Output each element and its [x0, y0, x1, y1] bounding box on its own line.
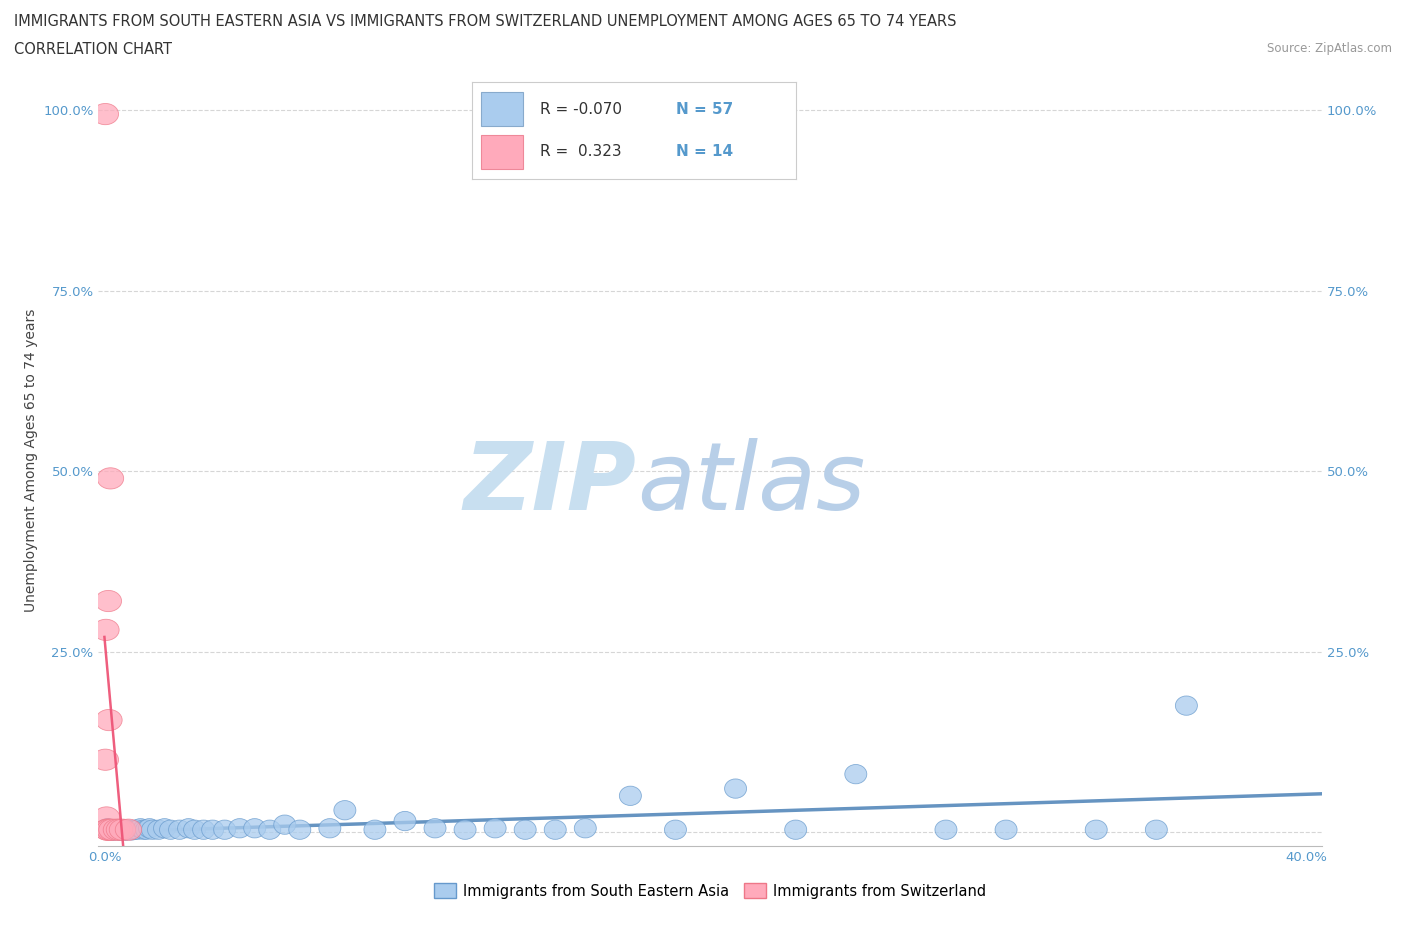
Ellipse shape: [114, 821, 136, 840]
Ellipse shape: [169, 820, 191, 840]
Ellipse shape: [124, 820, 145, 840]
Ellipse shape: [243, 818, 266, 838]
Ellipse shape: [333, 801, 356, 820]
Ellipse shape: [1146, 820, 1167, 840]
Ellipse shape: [105, 820, 128, 840]
Ellipse shape: [111, 820, 134, 840]
Legend: Immigrants from South Eastern Asia, Immigrants from Switzerland: Immigrants from South Eastern Asia, Immi…: [427, 878, 993, 905]
Ellipse shape: [97, 818, 118, 838]
Ellipse shape: [111, 820, 134, 840]
Ellipse shape: [544, 820, 567, 840]
Text: atlas: atlas: [637, 438, 865, 529]
Ellipse shape: [193, 820, 215, 840]
Ellipse shape: [995, 820, 1017, 840]
Ellipse shape: [100, 820, 121, 840]
Text: ZIP: ZIP: [464, 437, 637, 529]
Ellipse shape: [103, 821, 125, 840]
Ellipse shape: [288, 820, 311, 840]
Ellipse shape: [96, 591, 121, 612]
Ellipse shape: [97, 468, 124, 489]
Ellipse shape: [110, 819, 135, 841]
Ellipse shape: [93, 103, 118, 125]
Ellipse shape: [184, 820, 205, 840]
Ellipse shape: [107, 819, 132, 841]
Ellipse shape: [515, 820, 536, 840]
Ellipse shape: [97, 818, 118, 838]
Ellipse shape: [665, 820, 686, 840]
Ellipse shape: [148, 820, 170, 840]
Ellipse shape: [118, 820, 139, 840]
Text: Source: ZipAtlas.com: Source: ZipAtlas.com: [1267, 42, 1392, 55]
Ellipse shape: [229, 818, 250, 838]
Ellipse shape: [153, 818, 176, 838]
Ellipse shape: [98, 819, 125, 841]
Ellipse shape: [108, 821, 131, 840]
Ellipse shape: [103, 821, 125, 840]
Ellipse shape: [93, 750, 118, 770]
Ellipse shape: [115, 819, 142, 841]
Ellipse shape: [620, 786, 641, 805]
Ellipse shape: [425, 818, 446, 838]
Ellipse shape: [127, 820, 149, 840]
Ellipse shape: [364, 820, 385, 840]
Text: CORRELATION CHART: CORRELATION CHART: [14, 42, 172, 57]
Ellipse shape: [454, 820, 477, 840]
Ellipse shape: [105, 820, 128, 840]
Ellipse shape: [142, 820, 163, 840]
Text: IMMIGRANTS FROM SOUTH EASTERN ASIA VS IMMIGRANTS FROM SWITZERLAND UNEMPLOYMENT A: IMMIGRANTS FROM SOUTH EASTERN ASIA VS IM…: [14, 14, 956, 29]
Ellipse shape: [785, 820, 807, 840]
Ellipse shape: [103, 819, 129, 841]
Ellipse shape: [96, 710, 122, 731]
Ellipse shape: [214, 820, 236, 840]
Ellipse shape: [1085, 820, 1108, 840]
Ellipse shape: [132, 820, 155, 840]
Ellipse shape: [100, 820, 121, 840]
Ellipse shape: [845, 764, 868, 784]
Ellipse shape: [274, 815, 295, 834]
Ellipse shape: [319, 818, 340, 838]
Ellipse shape: [108, 821, 131, 840]
Ellipse shape: [121, 821, 142, 840]
Ellipse shape: [394, 811, 416, 830]
Ellipse shape: [159, 820, 181, 840]
Ellipse shape: [139, 818, 160, 838]
Ellipse shape: [97, 819, 124, 841]
Ellipse shape: [1175, 696, 1198, 715]
Ellipse shape: [94, 819, 121, 841]
Ellipse shape: [484, 818, 506, 838]
Ellipse shape: [574, 818, 596, 838]
Ellipse shape: [93, 807, 120, 828]
Ellipse shape: [135, 820, 157, 840]
Ellipse shape: [177, 818, 200, 838]
Y-axis label: Unemployment Among Ages 65 to 74 years: Unemployment Among Ages 65 to 74 years: [24, 309, 38, 612]
Ellipse shape: [724, 779, 747, 798]
Ellipse shape: [259, 820, 281, 840]
Ellipse shape: [129, 818, 152, 838]
Ellipse shape: [114, 821, 136, 840]
Ellipse shape: [201, 820, 224, 840]
Ellipse shape: [93, 619, 120, 641]
Ellipse shape: [935, 820, 957, 840]
Ellipse shape: [94, 819, 121, 841]
